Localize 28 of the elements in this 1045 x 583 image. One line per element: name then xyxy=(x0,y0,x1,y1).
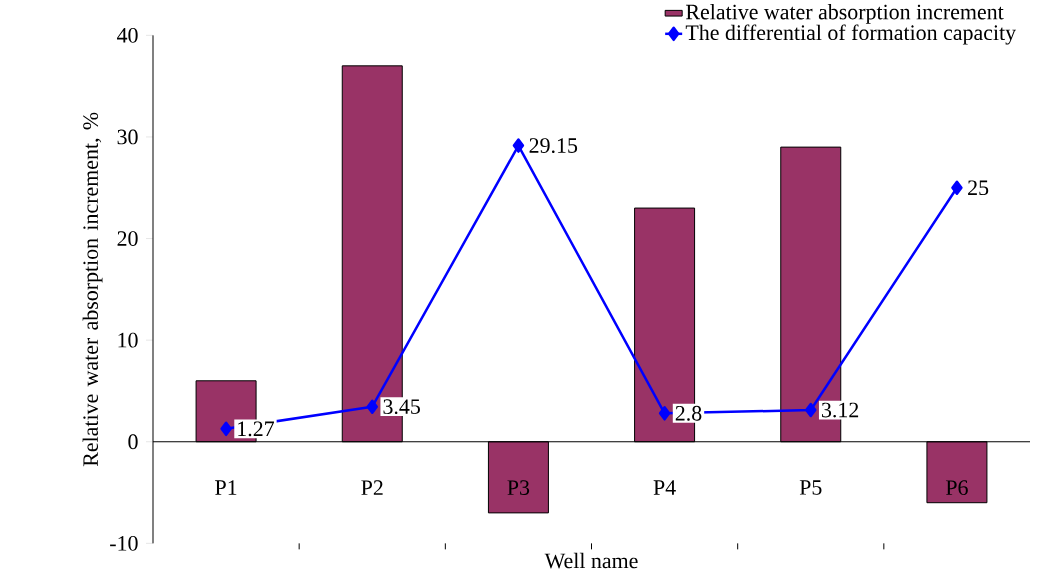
data-label: 3.45 xyxy=(383,399,420,414)
x-tick-label: P2 xyxy=(361,480,383,495)
y-tick-label: 40 xyxy=(117,27,138,43)
point xyxy=(658,405,671,421)
legend-label: The differential of formation capacity xyxy=(685,24,1017,45)
point xyxy=(220,421,232,436)
x-tick-label: P4 xyxy=(653,480,676,495)
legend-label: Relative water absorption increment xyxy=(686,3,1004,24)
data-label: 2.8 xyxy=(675,405,702,421)
point xyxy=(951,180,963,195)
data-label: 1.27 xyxy=(238,421,275,437)
point xyxy=(512,138,525,153)
y-axis-title: Relative water absorption increment, % xyxy=(82,112,103,466)
y-tick-label: 30 xyxy=(117,129,138,145)
x-tick-label: P6 xyxy=(945,480,968,495)
y-tick-label: -10 xyxy=(110,535,138,551)
data-label: 29.15 xyxy=(529,138,578,153)
x-tick-label: P3 xyxy=(507,480,530,495)
y-tick-label: 10 xyxy=(118,332,138,348)
x-axis-title: Well name xyxy=(544,552,638,569)
data-label: 25 xyxy=(968,180,989,195)
y-tick-label: 0 xyxy=(128,434,138,449)
x-tick-label: P5 xyxy=(799,480,822,495)
x-tick-label: P1 xyxy=(215,480,237,495)
point xyxy=(366,399,378,414)
data-label: 3.12 xyxy=(822,402,859,418)
y-tick-label: 20 xyxy=(117,230,138,246)
point xyxy=(805,402,817,418)
